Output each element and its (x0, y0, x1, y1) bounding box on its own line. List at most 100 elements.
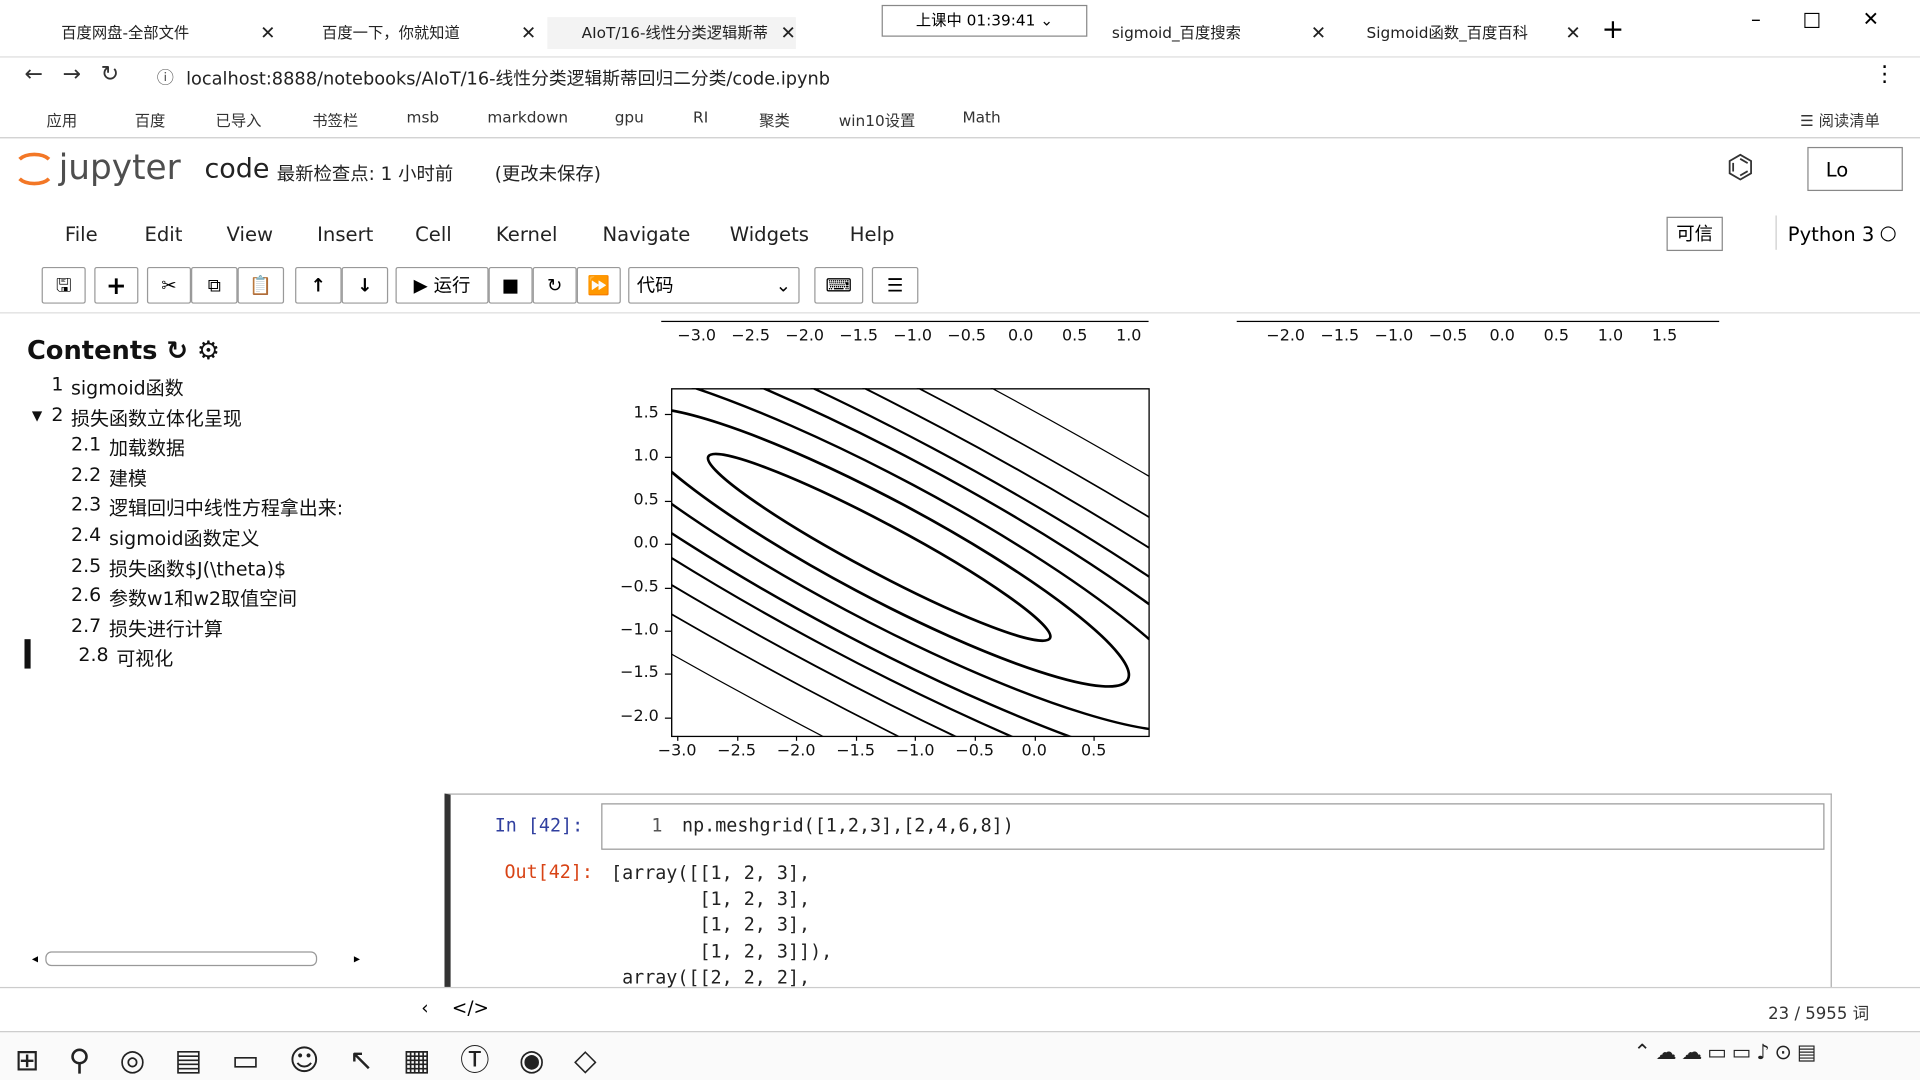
tab[interactable]: Sigmoid函数_百度百科 ✕ (1332, 17, 1581, 49)
bookmark[interactable]: RI (693, 107, 709, 127)
x-tick-label: −1.0 (895, 742, 935, 761)
toc-number[interactable]: 2.7 (71, 614, 102, 637)
run-all-button[interactable]: ⏩ (576, 266, 621, 304)
copy-button[interactable]: ⧉ (191, 266, 238, 304)
toc-text[interactable]: sigmoid函数 (71, 377, 184, 400)
toc-number[interactable]: 2.2 (71, 463, 102, 486)
menu-item[interactable]: Widgets (729, 222, 810, 247)
bookmark[interactable]: markdown (487, 107, 569, 127)
clock: 上课中 01:39:41 ⌄ (881, 4, 1088, 37)
toc-number[interactable]: 1 (51, 373, 64, 396)
paste-button[interactable]: 📋 (237, 266, 285, 304)
tray-icons[interactable]: ⌃☁☁▭▭♪⊙▤ (1633, 1040, 1822, 1066)
menu-item[interactable]: Kernel (495, 222, 558, 247)
cell-type-select[interactable]: 代码 ⌄ (628, 266, 800, 304)
x-tick (677, 735, 679, 741)
tab-close[interactable]: ✕ (780, 22, 796, 45)
save-button[interactable]: 🖫 (41, 266, 86, 304)
bookmark[interactable]: win10设置 (838, 111, 916, 130)
tab[interactable]: 百度一下，你就知道 ✕ (288, 17, 537, 49)
x-tick-label: −0.5 (947, 326, 987, 346)
tab-close[interactable]: ✕ (1565, 22, 1581, 45)
toc-scrollbar[interactable]: ◂ ▸ (31, 951, 361, 967)
tab-close[interactable]: ✕ (520, 22, 537, 45)
window-controls[interactable]: –□✕ (1751, 7, 1920, 31)
x-tick (1093, 735, 1095, 741)
new-tab[interactable]: + (1601, 14, 1625, 46)
toc-marker (24, 639, 31, 669)
toc-text[interactable]: 参数w1和w2取值空间 (108, 587, 298, 611)
toc-number[interactable]: 2.6 (71, 584, 102, 607)
x-tick-label: −1.5 (836, 742, 876, 761)
code-text: np.meshgrid([1,2,3],[2,4,6,8]) (682, 814, 1014, 837)
stop-button[interactable]: ■ (488, 266, 533, 304)
tab[interactable]: AIoT/16-线性分类逻辑斯蒂 ✕ (547, 17, 796, 49)
url[interactable]: localhost:8888/notebooks/AIoT/16-线性分类逻辑斯… (186, 69, 831, 90)
bookmark[interactable]: 书签栏 (312, 111, 359, 130)
tab[interactable]: 百度网盘-全部文件 ✕ (27, 17, 276, 49)
bookmark[interactable]: gpu (614, 107, 644, 127)
x-tick (915, 735, 917, 741)
reading-list[interactable]: ☰ 阅读清单 (1800, 111, 1880, 130)
menu-item[interactable]: Insert (317, 222, 374, 247)
browser-menu[interactable]: ⋮ (1873, 61, 1896, 87)
toc-text[interactable]: 可视化 (116, 648, 174, 671)
bookmark[interactable]: 聚类 (759, 111, 790, 130)
toc-button[interactable]: ☰ (871, 266, 919, 304)
insert-button[interactable]: + (94, 266, 139, 304)
bookmark[interactable]: msb (406, 107, 440, 127)
code-input[interactable] (601, 803, 1825, 850)
jupyter-logo-icon (18, 152, 51, 186)
toc-number[interactable]: 2.1 (71, 433, 102, 456)
toc-text[interactable]: 建模 (108, 467, 147, 490)
menu-item[interactable]: Cell (415, 222, 452, 247)
tab-close[interactable]: ✕ (1310, 22, 1327, 45)
logout-button[interactable]: Lo (1807, 146, 1903, 192)
menu-item[interactable]: File (64, 222, 98, 247)
restart-button[interactable]: ↻ (532, 266, 577, 304)
toc-number[interactable]: 2.4 (71, 524, 102, 547)
x-tick-label: 0.0 (1489, 326, 1515, 346)
trusted[interactable]: 可信 (1666, 216, 1723, 252)
y-tick (664, 500, 672, 502)
x-tick-label: −1.0 (1374, 326, 1414, 346)
toc-text[interactable]: 损失进行计算 (108, 618, 223, 641)
bookmark[interactable]: 已导入 (215, 111, 262, 130)
toc-number[interactable]: 2.5 (71, 554, 102, 577)
toc-toggle[interactable]: ▼ (31, 407, 43, 424)
tab[interactable]: sigmoid_百度搜索 ✕ (1078, 17, 1327, 49)
tab-close[interactable]: ✕ (260, 22, 276, 45)
run-button[interactable]: ▶ 运行 (395, 266, 489, 304)
bookmark[interactable]: 百度 (134, 111, 166, 130)
x-tick (736, 735, 738, 741)
move-up-button[interactable]: ↑ (295, 266, 342, 304)
keyboard-button[interactable]: ⌨ (814, 266, 864, 304)
menu-item[interactable]: Navigate (602, 222, 691, 247)
toc-number[interactable]: 2.8 (78, 644, 109, 667)
toc-text[interactable]: sigmoid函数定义 (108, 527, 260, 550)
toc-number[interactable]: 2.3 (71, 493, 102, 516)
info-icon: ⓘ (156, 68, 174, 89)
status-nav[interactable]: ‹ </> (421, 996, 489, 1019)
toc-text[interactable]: 损失函数立体化呈现 (71, 407, 242, 430)
menu-item[interactable]: View (226, 222, 274, 247)
menu-item[interactable]: Help (849, 222, 895, 247)
output-line: [1, 2, 3], (611, 887, 811, 911)
toc-text[interactable]: 逻辑回归中线性方程拿出来: (108, 497, 344, 520)
nav-buttons[interactable]: ←→↻ (24, 61, 139, 87)
toc-title: Contents ↻ ⚙ (26, 335, 220, 365)
cut-button[interactable]: ✂ (146, 266, 192, 304)
toc-number[interactable]: 2 (51, 403, 64, 426)
bookmark[interactable]: Math (962, 107, 1001, 127)
taskbar-icons[interactable]: ⊞⚲◎▤▭☺↖▦Ⓣ◉◇ (14, 1043, 626, 1078)
x-tick-label: −2.0 (776, 742, 816, 761)
menu-item[interactable]: Edit (144, 222, 183, 247)
notebook-name[interactable]: code (204, 154, 270, 185)
unsaved: (更改未保存) (494, 162, 601, 185)
toc-text[interactable]: 加载数据 (108, 437, 185, 460)
run-text: 运行 (433, 274, 471, 297)
output-line: [array([[1, 2, 3], (611, 862, 811, 885)
toc-text[interactable]: 损失函数$J(\theta)$ (108, 557, 287, 580)
move-down-button[interactable]: ↓ (341, 266, 389, 304)
bookmark[interactable]: 应用 (46, 111, 78, 130)
